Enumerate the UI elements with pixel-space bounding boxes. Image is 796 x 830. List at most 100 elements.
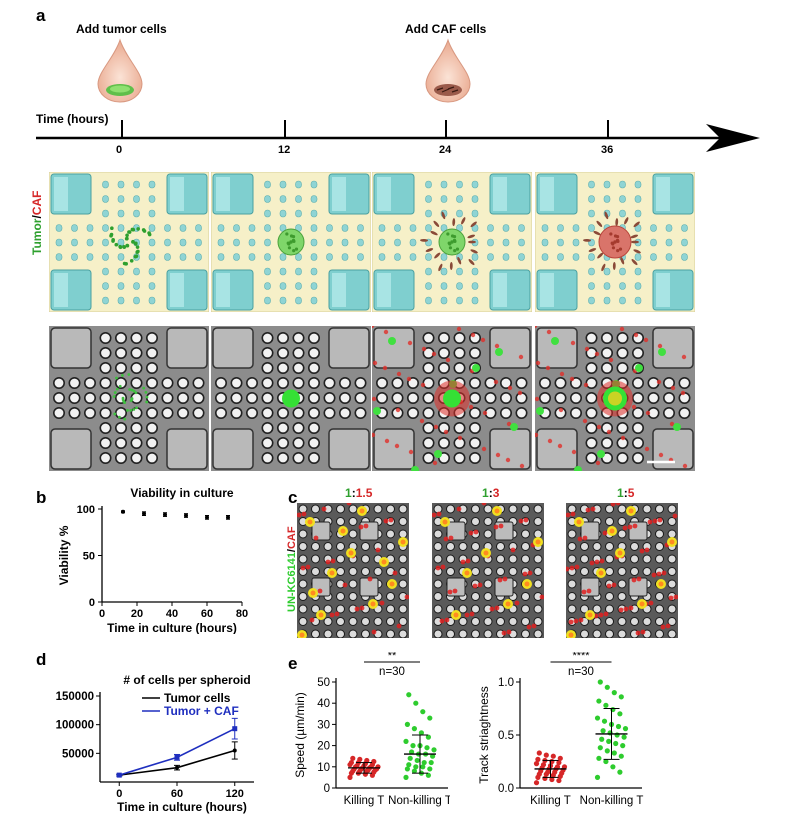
caf-cell (461, 217, 466, 225)
micropillar (99, 361, 112, 374)
caf-cell (441, 211, 446, 220)
micropillar (440, 267, 448, 276)
y-tick-label: 0 (89, 597, 95, 609)
micropillar (634, 296, 642, 305)
caf-signal (569, 565, 575, 571)
micropillar (617, 567, 627, 576)
micropillar (588, 282, 595, 290)
micropillar (398, 579, 408, 589)
micropillar (336, 504, 345, 514)
micropillar (580, 567, 589, 576)
micropillar (469, 422, 482, 435)
micropillar (386, 604, 395, 614)
caf-signal (498, 523, 504, 529)
data-point (347, 774, 353, 780)
micropillar (99, 407, 112, 420)
caf-signal (407, 340, 413, 346)
micropillar (617, 592, 627, 601)
caf-signal (595, 460, 601, 466)
micropillar (310, 267, 318, 276)
micropillar (148, 238, 156, 247)
data-point (409, 749, 415, 755)
micropillar (446, 567, 455, 576)
x-tick-label: 20 (131, 608, 143, 620)
trap-block (166, 327, 208, 369)
micropillar (295, 180, 302, 189)
micropillar (453, 332, 466, 344)
micropillar (292, 452, 305, 465)
caf-signal (495, 452, 501, 458)
micropillar (398, 629, 408, 638)
data-point (425, 772, 431, 778)
micropillar (308, 332, 321, 344)
micropillar (655, 504, 664, 514)
viability-chart: Viability in culture 0 50 100 0 20 40 60 80Time … (57, 486, 248, 634)
micropillar (386, 529, 395, 539)
caf-signal (473, 529, 479, 535)
micropillar (394, 238, 401, 247)
data-point (226, 515, 230, 520)
y-tick-label: 50 (317, 677, 330, 689)
micropillar (310, 282, 318, 290)
micropillar (298, 554, 308, 564)
micropillar (117, 224, 125, 232)
micropillar (279, 195, 287, 203)
caf-signal (531, 623, 537, 629)
caf-signal (456, 326, 462, 332)
caf-signal (559, 371, 565, 377)
data-point (232, 726, 238, 732)
caf-signal (599, 558, 605, 564)
micropillar (422, 332, 435, 344)
y-tick-label: 1.0 (498, 677, 514, 689)
trap-block (311, 521, 331, 541)
spheroid (443, 389, 461, 408)
micropillar (425, 267, 432, 276)
tumor-signal (129, 399, 133, 403)
micropillar (336, 542, 345, 551)
time-label: Time (hours) (36, 112, 109, 126)
caf-signal (342, 582, 348, 588)
micropillar (310, 224, 318, 232)
micropillar (99, 452, 112, 465)
micropillar (433, 592, 443, 601)
tumor-spheroid-core (310, 590, 316, 596)
caf-cell (596, 220, 603, 227)
micropillar (554, 392, 567, 405)
micropillar (567, 529, 577, 539)
micropillar (279, 209, 287, 218)
micropillar (298, 529, 308, 539)
spheroid-cell (609, 232, 613, 236)
caf-signal (546, 329, 552, 335)
micropillar (86, 253, 94, 261)
micropillar (217, 238, 225, 247)
micropillar (642, 617, 652, 626)
micropillar (398, 567, 408, 576)
micropillar (425, 296, 432, 305)
tumor-signal (113, 412, 117, 416)
micropillar (422, 361, 435, 374)
data-point (406, 762, 412, 768)
micropillar (310, 180, 318, 189)
micropillar (585, 422, 598, 435)
coculture-image-1-5 (566, 503, 678, 638)
caf-signal (574, 564, 580, 570)
micropillar (665, 224, 673, 232)
category-label: Killing T (344, 795, 385, 807)
caf-signal (573, 618, 579, 624)
caf-signal (383, 518, 389, 524)
micropillar (521, 504, 530, 514)
caf-signal (606, 583, 612, 589)
micropillar (567, 604, 577, 614)
micropillar (438, 437, 451, 450)
trap-block (446, 521, 466, 541)
micropillar (292, 332, 305, 344)
micropillar (585, 361, 598, 374)
caf-signal (395, 407, 401, 413)
micropillar (487, 238, 494, 247)
trap-block (652, 327, 694, 369)
data-point (601, 718, 608, 724)
caf-signal (557, 443, 563, 449)
spheroid-cell (618, 247, 623, 251)
data-point (364, 757, 370, 764)
data-point (410, 743, 416, 749)
